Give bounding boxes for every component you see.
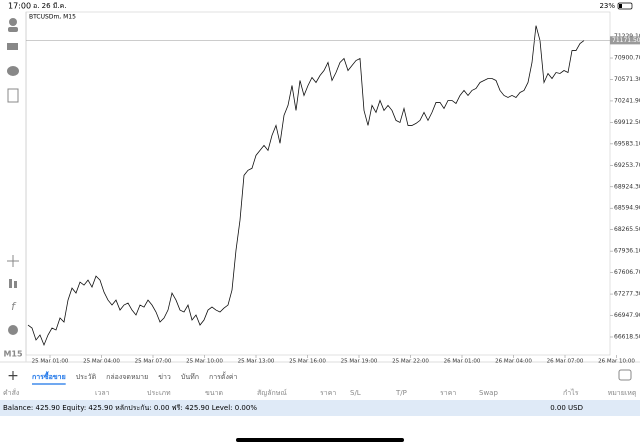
tab[interactable]: กล่องจดหมาย bbox=[106, 373, 148, 381]
add-button[interactable]: + bbox=[7, 368, 19, 384]
summary-row-bg bbox=[0, 400, 640, 416]
column-header: T/P bbox=[395, 389, 407, 397]
x-tick-label: 25 Mar 16:00 bbox=[289, 359, 326, 365]
y-tick-label: 68924.30 bbox=[614, 183, 640, 190]
indicator-icon-b bbox=[14, 281, 17, 288]
x-tick-label: 25 Mar 10:00 bbox=[186, 359, 223, 365]
column-header: S/L bbox=[350, 389, 361, 397]
y-tick-label: 66618.50 bbox=[614, 333, 640, 340]
price-line bbox=[27, 25, 585, 347]
column-header: ประเภท bbox=[147, 389, 171, 397]
new-order-icon[interactable] bbox=[7, 88, 19, 103]
current-price-label: 71171.50 bbox=[612, 37, 640, 44]
y-tick-label: 69253.70 bbox=[614, 162, 640, 169]
y-tick-label: 67277.30 bbox=[614, 291, 640, 298]
column-header: กำไร bbox=[563, 388, 579, 397]
chat-icon[interactable] bbox=[7, 66, 19, 76]
x-tick-label: 26 Mar 10:00 bbox=[598, 359, 635, 365]
trade-icon[interactable] bbox=[7, 43, 18, 50]
y-tick-label: 70241.90 bbox=[614, 97, 640, 104]
battery-fill bbox=[619, 4, 622, 8]
x-tick-label: 25 Mar 04:00 bbox=[83, 359, 120, 365]
column-header: คำสั่ง bbox=[3, 388, 19, 397]
account-icon-body bbox=[8, 27, 18, 32]
home-indicator bbox=[236, 438, 404, 442]
tab[interactable]: บันทึก bbox=[181, 372, 199, 381]
battery-icon bbox=[617, 2, 633, 10]
toolbar-icons: f bbox=[7, 18, 19, 335]
account-icon[interactable] bbox=[9, 18, 17, 26]
y-tick-label: 70900.70 bbox=[614, 55, 640, 62]
expand-button[interactable] bbox=[618, 369, 632, 381]
x-tick-label: 25 Mar 07:00 bbox=[135, 359, 172, 365]
x-tick-label: 25 Mar 19:00 bbox=[341, 359, 378, 365]
column-header: Swap bbox=[479, 389, 498, 397]
y-tick-label: 69912.50 bbox=[614, 119, 640, 126]
current-price-box bbox=[610, 36, 640, 45]
x-tick-label: 25 Mar 22:00 bbox=[392, 359, 429, 365]
tab[interactable]: ข่าว bbox=[158, 373, 171, 381]
y-tick-label: 67606.70 bbox=[614, 269, 640, 276]
column-header: หมายเหตุ bbox=[608, 389, 637, 397]
column-header: ราคา bbox=[440, 389, 456, 397]
y-tick-label: 68265.50 bbox=[614, 226, 640, 233]
x-tick-label: 26 Mar 07:00 bbox=[547, 359, 584, 365]
tab[interactable]: ประวัติ bbox=[76, 373, 97, 381]
total-profit: 0.00 USD bbox=[550, 404, 583, 412]
column-header: เวลา bbox=[95, 389, 110, 397]
column-header: ขนาด bbox=[205, 389, 223, 397]
column-header: สัญลักษณ์ bbox=[257, 389, 287, 397]
chart-title: BTCUSDm, M15 bbox=[29, 14, 76, 21]
x-tick-label: 26 Mar 04:00 bbox=[495, 359, 532, 365]
y-tick-label: 70571.30 bbox=[614, 76, 640, 83]
x-tick-label: 26 Mar 01:00 bbox=[444, 359, 481, 365]
battery-level: 23% bbox=[599, 2, 615, 10]
account-summary: Balance: 425.90 Equity: 425.90 หลักประกั… bbox=[3, 404, 257, 412]
column-header: ราคา bbox=[320, 389, 336, 397]
indicator-icon[interactable] bbox=[9, 279, 12, 288]
status-time: 17:00 bbox=[8, 2, 31, 11]
objects-icon[interactable] bbox=[8, 325, 18, 335]
tab[interactable]: การตั้งค่า bbox=[209, 370, 238, 381]
x-tick-label: 25 Mar 13:00 bbox=[238, 359, 275, 365]
y-tick-label: 66947.90 bbox=[614, 312, 640, 319]
y-tick-label: 67936.10 bbox=[614, 248, 640, 255]
x-tick-label: 25 Mar 01:00 bbox=[32, 359, 69, 365]
tab[interactable]: การซื้อขาย bbox=[32, 370, 66, 381]
function-icon[interactable]: f bbox=[11, 300, 17, 313]
y-tick-label: 69583.10 bbox=[614, 140, 640, 147]
y-tick-label: 68594.90 bbox=[614, 205, 640, 212]
timeframe-button[interactable]: M15 bbox=[3, 350, 23, 359]
status-date: อ. 26 มี.ค. bbox=[33, 2, 67, 10]
chart-frame bbox=[25, 11, 611, 356]
